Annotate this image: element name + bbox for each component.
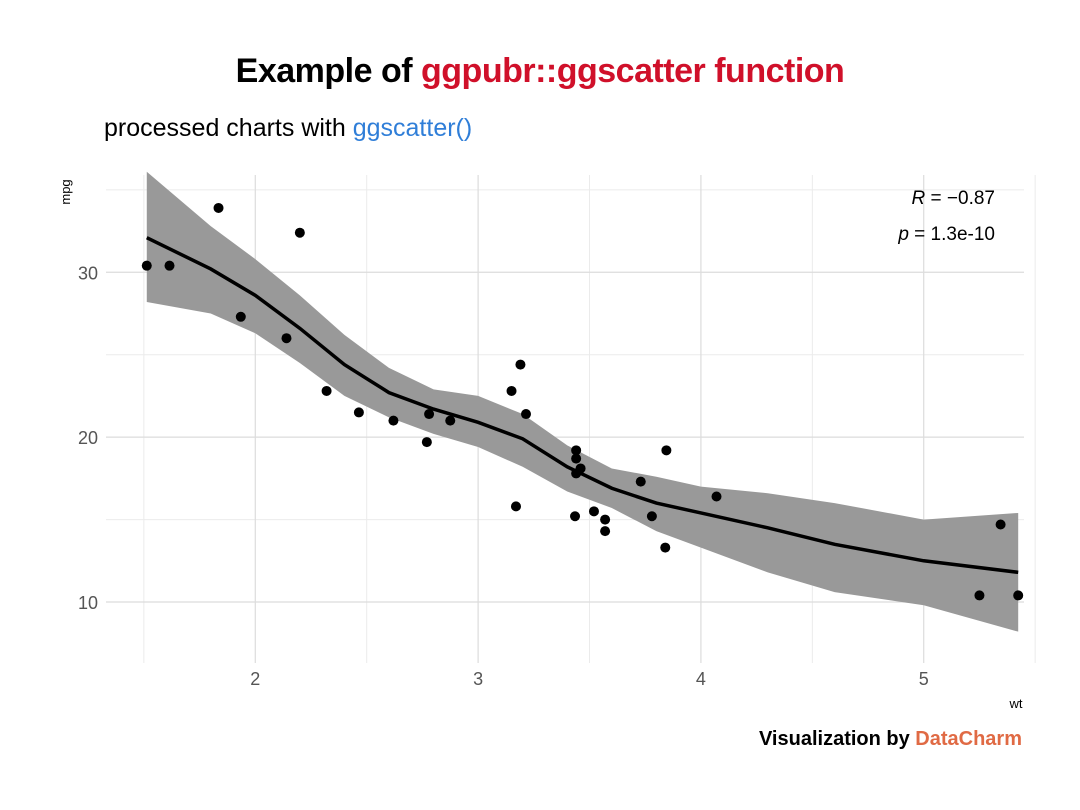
- data-point: [995, 519, 1006, 530]
- data-point: [424, 409, 435, 420]
- p-value: = 1.3e-10: [909, 224, 995, 245]
- x-tick-label: 3: [473, 669, 483, 689]
- data-point: [321, 385, 332, 396]
- r-symbol: R: [912, 188, 926, 209]
- r-value: = −0.87: [925, 188, 995, 209]
- data-point: [506, 385, 517, 396]
- data-point: [600, 526, 611, 537]
- data-point: [646, 511, 657, 522]
- data-point: [974, 590, 985, 601]
- chart-subtitle: processed charts with ggscatter(): [104, 114, 472, 143]
- y-axis-ticks: 10 20 30: [78, 263, 98, 613]
- x-axis-ticks: 2 3 4 5: [250, 669, 928, 689]
- x-axis-title: wt: [1009, 696, 1023, 711]
- x-tick-label: 4: [696, 669, 706, 689]
- data-point: [571, 453, 582, 464]
- data-point: [213, 202, 224, 213]
- data-point: [570, 511, 581, 522]
- data-point: [353, 407, 364, 418]
- y-tick-label: 20: [78, 428, 98, 448]
- data-point: [510, 501, 521, 512]
- caption-prefix: Visualization by: [758, 728, 916, 750]
- data-point: [1013, 590, 1024, 601]
- data-point: [421, 437, 432, 448]
- data-point: [388, 415, 399, 426]
- smooth-line: [146, 236, 1019, 575]
- data-point: [711, 491, 722, 502]
- chart-caption: Visualization by DataCharm: [759, 728, 1022, 751]
- data-point: [281, 333, 292, 344]
- data-point: [164, 260, 175, 271]
- data-point: [445, 415, 456, 426]
- data-point: [235, 311, 246, 322]
- x-tick-label: 5: [919, 669, 929, 689]
- correlation-label: R = −0.87: [912, 188, 995, 209]
- subtitle-highlight: ggscatter(): [352, 114, 473, 142]
- data-points: [141, 202, 1024, 601]
- chart-title: Example of ggpubr::ggscatter function: [0, 52, 1080, 91]
- data-point: [635, 476, 646, 487]
- p-value-label: p = 1.3e-10: [897, 224, 995, 245]
- data-point: [141, 260, 152, 271]
- data-point: [588, 506, 599, 517]
- title-highlight: ggpubr::ggscatter function: [421, 52, 845, 90]
- data-point: [515, 359, 526, 370]
- data-point: [521, 409, 532, 420]
- y-tick-label: 10: [78, 593, 98, 613]
- data-point: [294, 227, 305, 238]
- data-point: [660, 542, 671, 553]
- p-symbol: p: [897, 224, 909, 245]
- y-axis-title: mpg: [58, 179, 73, 204]
- caption-highlight: DataCharm: [915, 728, 1022, 750]
- confidence-band: [146, 171, 1019, 632]
- data-point: [571, 468, 582, 479]
- data-point: [661, 445, 672, 456]
- data-point: [571, 445, 582, 456]
- title-prefix: Example of: [235, 52, 422, 90]
- data-point: [600, 514, 611, 525]
- x-tick-label: 2: [250, 669, 260, 689]
- y-tick-label: 30: [78, 263, 98, 283]
- subtitle-prefix: processed charts with: [104, 114, 353, 142]
